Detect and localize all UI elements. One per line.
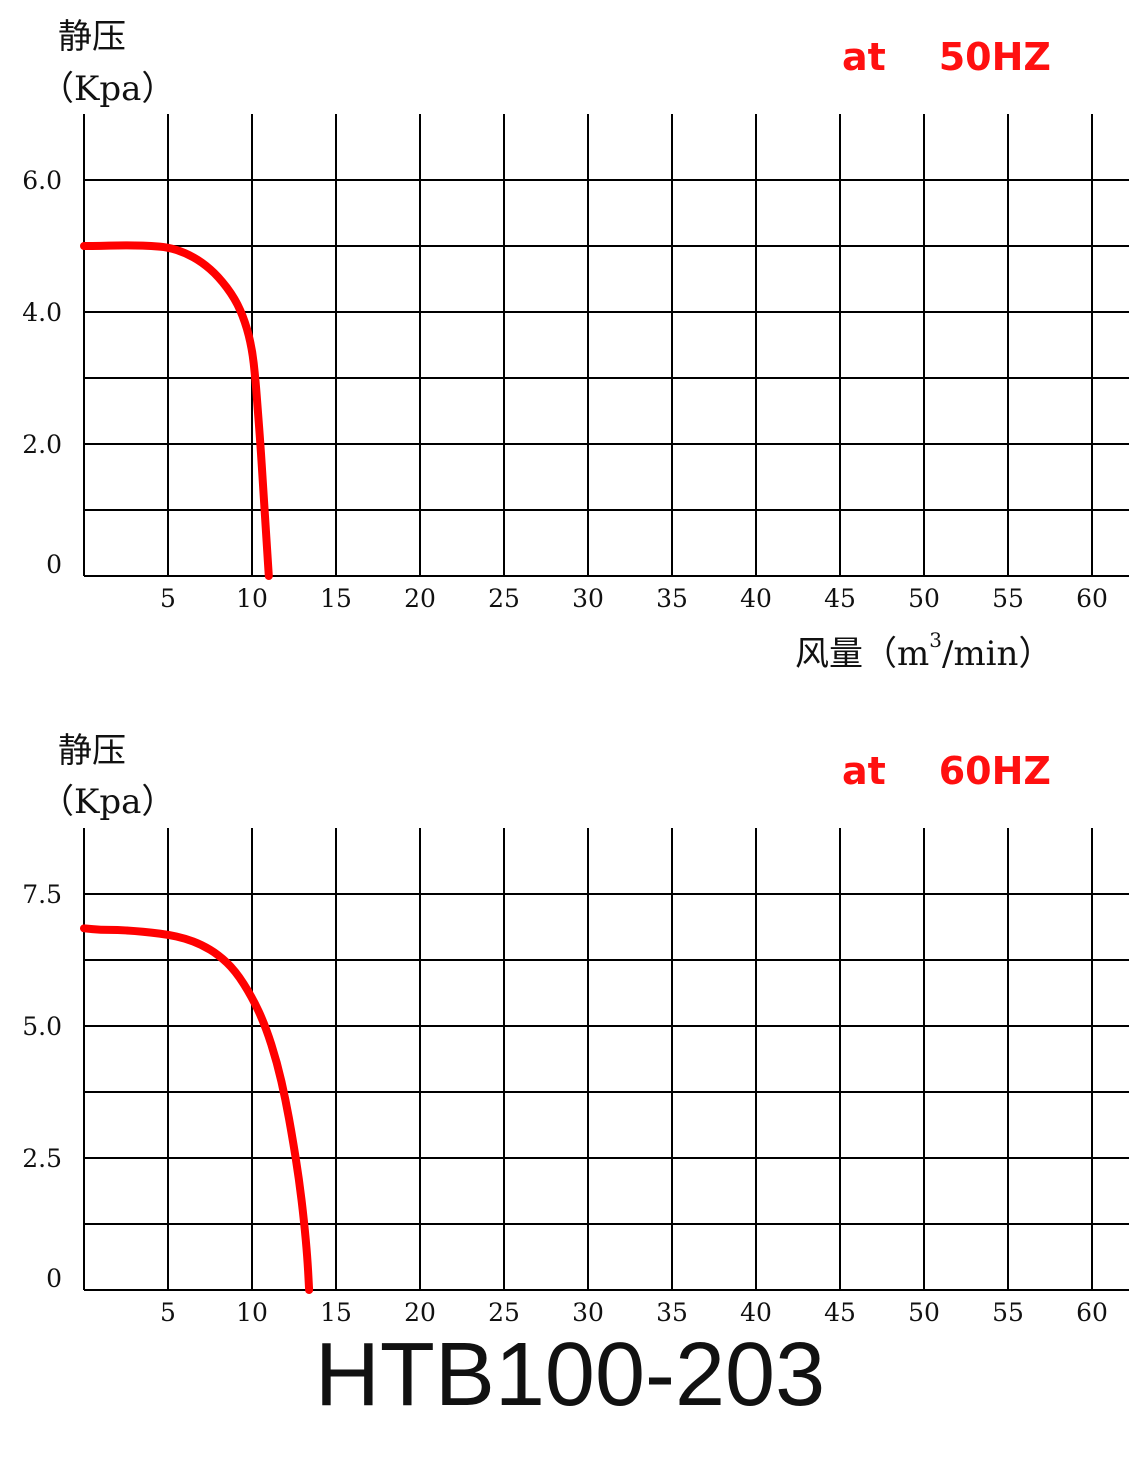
y-tick-label: 2.0 (22, 430, 62, 459)
grid-60hz (83, 828, 1129, 1291)
y-tick-label: 6.0 (22, 166, 62, 195)
y-tick-label: 0 (46, 1264, 62, 1293)
x-tick-label: 20 (404, 1298, 436, 1327)
pressure-curve-line (80, 241, 273, 580)
x-tick-label: 45 (824, 584, 856, 613)
curves-60hz (80, 924, 314, 1294)
y-tick-label: 0 (46, 550, 62, 579)
y-axis-title-line2: （Kpa） (40, 69, 175, 109)
y-axis-title-line1: 静压 (58, 731, 126, 771)
x-axis-title-superscript: 3 (929, 628, 942, 652)
x-tick-label: 15 (320, 584, 352, 613)
chart-60hz: 静压 （Kpa） at 60HZ 7.5 5.0 2.5 0 5 10 15 20 25 30 3… (22, 731, 1129, 1327)
x-tick-label: 60 (1076, 584, 1108, 613)
y-ticks-60hz: 7.5 5.0 2.5 0 (22, 880, 62, 1293)
grid-50hz (83, 114, 1129, 577)
x-tick-label: 25 (488, 1298, 520, 1327)
y-tick-label: 4.0 (22, 298, 62, 327)
x-ticks-60hz: 5 10 15 20 25 30 35 40 45 50 55 60 (160, 1298, 1108, 1327)
x-tick-label: 15 (320, 1298, 352, 1327)
model-number: HTB100-203 (315, 1325, 825, 1425)
x-tick-label: 20 (404, 584, 436, 613)
x-tick-label: 5 (160, 1298, 176, 1327)
x-tick-label: 30 (572, 1298, 604, 1327)
y-tick-label: 2.5 (22, 1144, 62, 1173)
x-tick-label: 35 (656, 584, 688, 613)
x-tick-label: 60 (1076, 1298, 1108, 1327)
x-tick-label: 40 (740, 1298, 772, 1327)
x-ticks-50hz: 5 10 15 20 25 30 35 40 45 50 55 60 (160, 584, 1108, 613)
x-axis-title: 风量（m3/min） (795, 628, 1052, 674)
x-tick-label: 55 (992, 584, 1024, 613)
y-tick-label: 7.5 (22, 880, 62, 909)
x-tick-label: 35 (656, 1298, 688, 1327)
x-tick-label: 45 (824, 1298, 856, 1327)
x-tick-label: 55 (992, 1298, 1024, 1327)
x-tick-label: 30 (572, 584, 604, 613)
y-axis-title-line2: （Kpa） (40, 782, 175, 822)
pressure-curve-line (80, 924, 314, 1294)
frequency-label: at 60HZ (842, 749, 1051, 793)
x-tick-label: 10 (236, 584, 268, 613)
chart-50hz: 静压 （Kpa） at 50HZ 6.0 4.0 2.0 0 5 10 15 20 25 30 3… (22, 17, 1129, 674)
x-tick-label: 10 (236, 1298, 268, 1327)
y-tick-label: 5.0 (22, 1012, 62, 1041)
y-axis-title-line1: 静压 (58, 17, 126, 57)
x-tick-label: 50 (908, 1298, 940, 1327)
curves-50hz (80, 241, 273, 580)
y-ticks-50hz: 6.0 4.0 2.0 0 (22, 166, 62, 579)
frequency-label: at 50HZ (842, 35, 1051, 79)
x-tick-label: 5 (160, 584, 176, 613)
x-tick-label: 50 (908, 584, 940, 613)
x-axis-title-main: 风量（m (795, 634, 929, 674)
x-tick-label: 40 (740, 584, 772, 613)
x-axis-title-tail: /min） (942, 634, 1052, 674)
x-tick-label: 25 (488, 584, 520, 613)
